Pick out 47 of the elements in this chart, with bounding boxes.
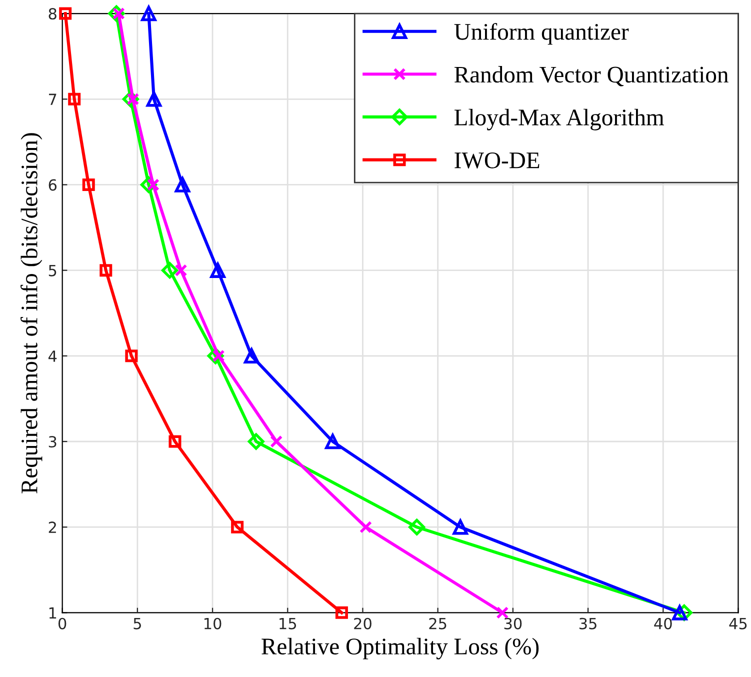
legend-label: Random Vector Quantization: [454, 66, 728, 86]
point: [168, 435, 182, 448]
x-tick-label: 20: [354, 618, 372, 630]
point: [248, 433, 264, 450]
y-tick-label: 4: [48, 350, 57, 362]
x-tick-label: 45: [729, 618, 747, 630]
point: [68, 92, 81, 106]
point: [672, 605, 688, 620]
point: [359, 520, 372, 534]
point: [146, 91, 162, 107]
point: [335, 606, 348, 619]
point: [125, 350, 138, 362]
x-tick-label: 10: [204, 618, 222, 630]
x-tick-label: 25: [429, 618, 446, 630]
x-tick-label: 0: [58, 618, 66, 630]
point: [141, 6, 156, 22]
x-tick-label: 40: [654, 618, 672, 630]
x-tick-label: 15: [280, 618, 296, 630]
point: [59, 7, 72, 20]
y-tick-label: 3: [48, 436, 56, 448]
legend-label: Lloyd-Max Algorithm: [454, 108, 664, 130]
x-tick-label: 30: [504, 618, 522, 630]
y-tick-label: 1: [49, 607, 56, 618]
y-tick-label: 7: [49, 94, 56, 105]
point: [244, 348, 260, 364]
y-tick-label: 6: [48, 179, 57, 191]
point: [496, 606, 509, 619]
point: [270, 435, 283, 448]
point: [231, 520, 244, 534]
y-axis-title: Required amout of info (bits/decision): [20, 133, 42, 494]
point: [174, 264, 188, 277]
y-tick-label: 2: [48, 522, 56, 533]
x-tick-label: 5: [134, 618, 141, 630]
point: [452, 519, 468, 535]
y-tick-label: 5: [48, 264, 56, 276]
x-tick-label: 35: [579, 618, 596, 630]
x-axis-title: Relative Optimality Loss (%): [262, 638, 539, 660]
legend-label: Uniform quantizer: [454, 22, 629, 45]
point: [100, 264, 112, 277]
point: [325, 434, 340, 450]
point: [210, 262, 226, 278]
legend-label: IWO-DE: [454, 152, 540, 168]
point: [408, 518, 426, 536]
point: [174, 177, 190, 192]
y-tick-label: 8: [48, 8, 56, 20]
point: [161, 262, 178, 279]
point: [82, 178, 95, 191]
